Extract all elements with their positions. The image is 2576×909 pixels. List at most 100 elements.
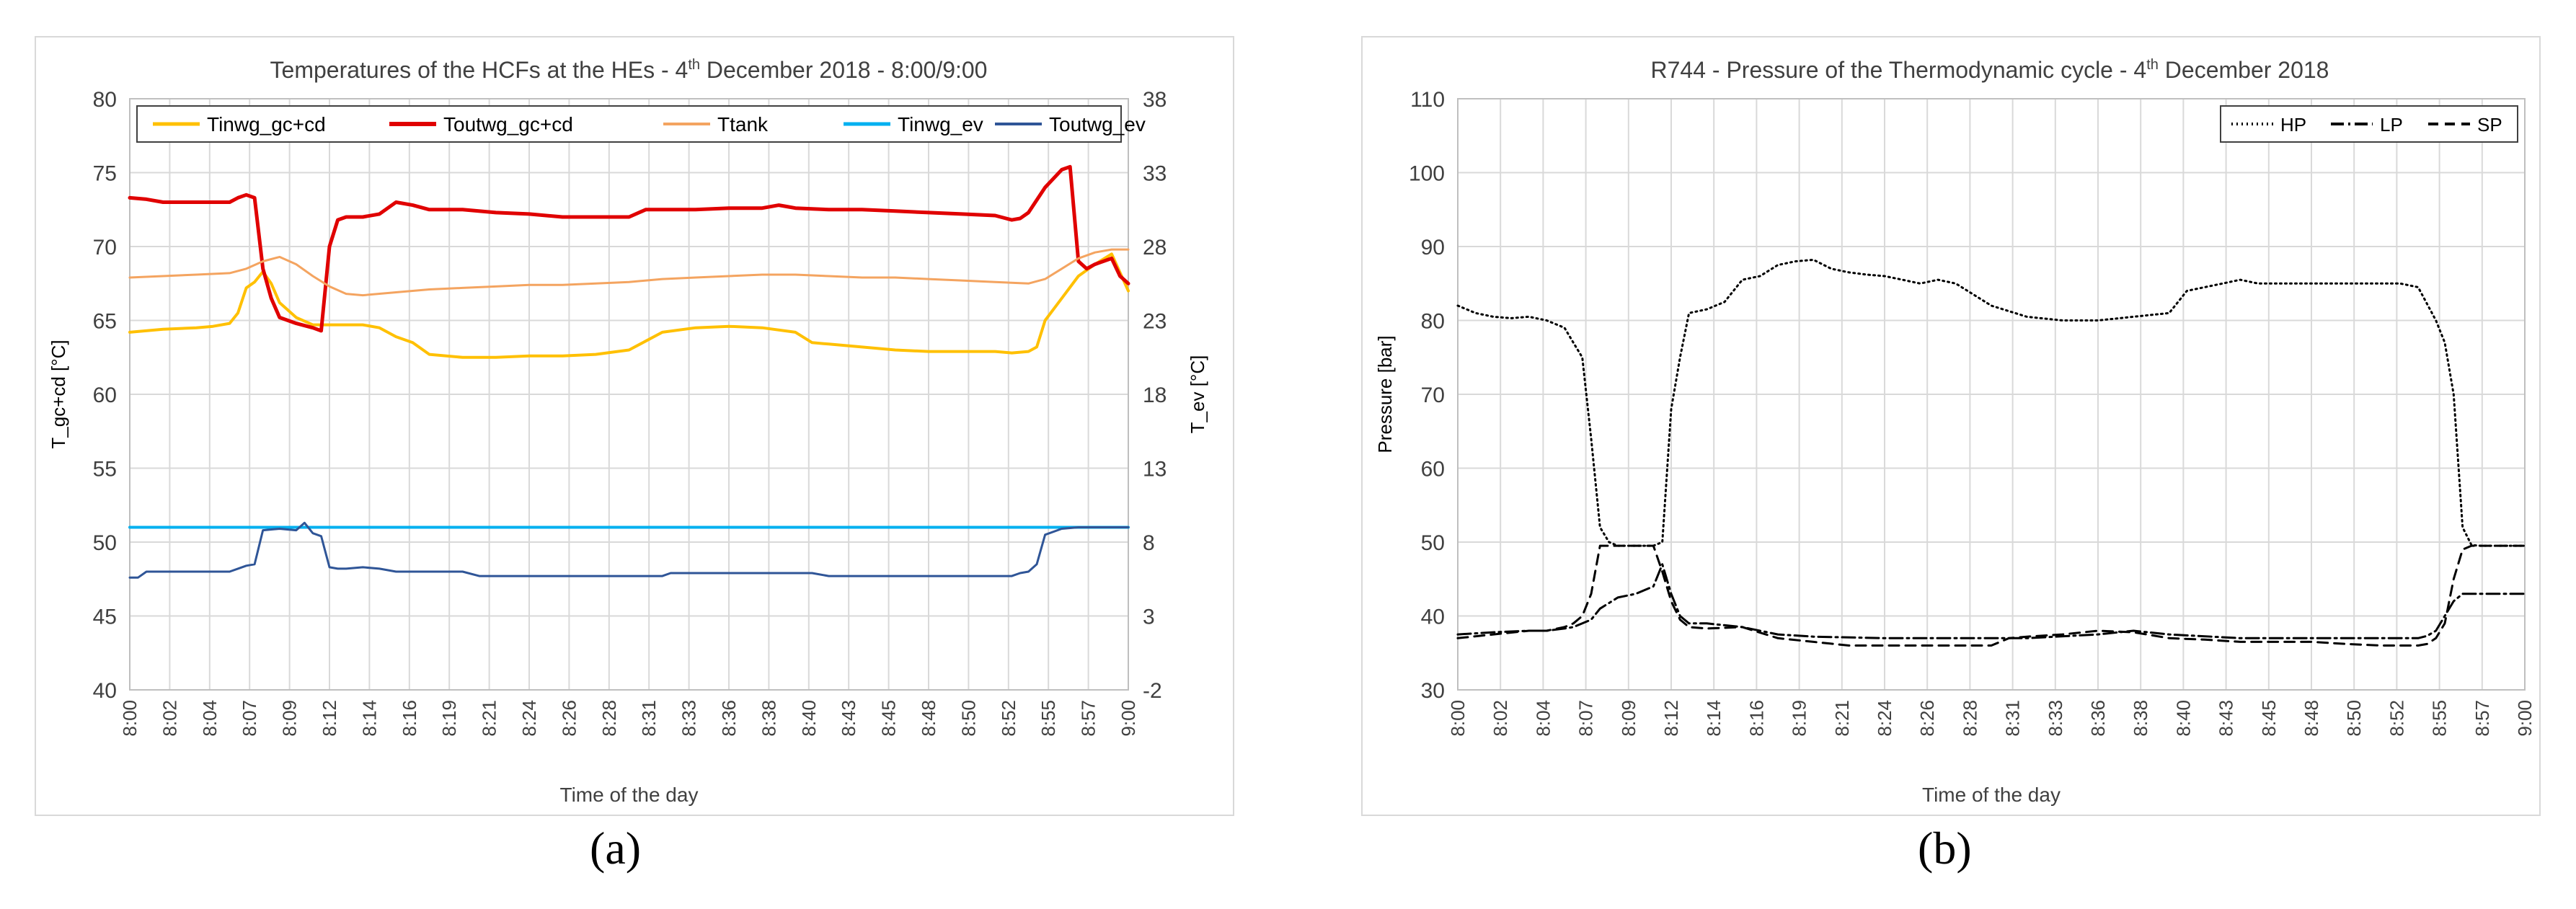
chart-b-xtick-label: 8:43 [2216, 700, 2237, 737]
chart-a-plot-frame [129, 98, 1129, 691]
chart-a-xtick-label: 8:33 [678, 700, 700, 737]
chart-b-xtick-label: 8:40 [2172, 700, 2194, 737]
chart-b-legend-label: SP [2477, 114, 2502, 136]
chart-a-xtick-label: 8:57 [1078, 700, 1099, 737]
chart-a-xtick-label: 9:00 [1117, 700, 1139, 737]
chart-b-xtick-label: 8:21 [1831, 700, 1853, 737]
chart-a-legend-label: Toutwg_gc+cd [443, 113, 573, 136]
chart-a-y2tick-label: 18 [1143, 383, 1167, 407]
chart-a-ytick-label: 70 [93, 236, 117, 260]
chart-a-series-tinwg-gc-cd [128, 252, 1130, 359]
chart-b-xtick-label: 8:12 [1660, 700, 1682, 737]
chart-a-xtick-label: 8:14 [358, 700, 380, 737]
chart-panel-b: R744 - Pressure of the Thermodynamic cyc… [1361, 36, 2541, 816]
chart-a-xtick-label: 8:24 [518, 700, 540, 737]
chart-a-xtick-label: 8:04 [199, 700, 221, 737]
chart-a-ytick-label: 80 [93, 88, 117, 112]
chart-b-ytick-label: 110 [1410, 88, 1445, 112]
chart-b-ytick-label: 100 [1409, 162, 1445, 186]
chart-a-series-ttank [128, 248, 1130, 297]
chart-b-title: R744 - Pressure of the Thermodynamic cyc… [1651, 57, 2329, 83]
chart-a-xtick-label: 8:43 [838, 700, 859, 737]
caption-b: (b) [1918, 822, 1972, 874]
chart-a-xtick-label: 8:28 [598, 700, 620, 737]
caption-a: (a) [590, 822, 642, 874]
chart-a-ytick-label: 40 [93, 679, 117, 703]
chart-a-y2tick-label: 28 [1143, 236, 1167, 260]
chart-panel-a: Temperatures of the HCFs at the HEs - 4t… [35, 36, 1234, 816]
chart-b-xtick-label: 8:33 [2045, 700, 2066, 737]
chart-a-y2tick-label: 13 [1143, 458, 1167, 482]
chart-a-y2tick-label: -2 [1143, 679, 1162, 703]
chart-a-y2tick-label: 8 [1143, 531, 1155, 555]
chart-a-svg: Temperatures of the HCFs at the HEs - 4t… [48, 57, 1208, 806]
chart-a-y2label: T_ev [°C] [1187, 355, 1208, 434]
chart-a-xtick-label: 8:07 [239, 700, 260, 737]
chart-a-y2tick-label: 33 [1143, 162, 1167, 186]
chart-a-ytick-label: 75 [93, 162, 117, 186]
chart-b-xtick-label: 8:09 [1618, 700, 1639, 737]
chart-b-xtick-label: 8:52 [2386, 700, 2407, 737]
chart-b-ytick-label: 30 [1421, 679, 1445, 703]
chart-a-title-end: December 2018 - 8:00/9:00 [700, 57, 987, 83]
chart-b-legend-label: LP [2380, 114, 2403, 136]
chart-a-xtick-label: 8:09 [279, 700, 301, 737]
chart-b-title-main: R744 - Pressure of the Thermodynamic cyc… [1651, 57, 2147, 83]
chart-b-xtick-label: 8:19 [1789, 700, 1810, 737]
chart-a-xtick-label: 8:00 [119, 700, 141, 737]
chart-b-xtick-label: 8:24 [1874, 700, 1895, 737]
chart-a-xtick-label: 8:26 [558, 700, 580, 737]
chart-a-ytick-label: 45 [93, 606, 117, 629]
chart-a-legend-label: Toutwg_ev [1049, 113, 1146, 136]
chart-b-xtick-label: 8:16 [1745, 700, 1767, 737]
chart-b-ytick-label: 70 [1421, 383, 1445, 407]
chart-b-xtick-label: 8:07 [1575, 700, 1597, 737]
chart-a-legend-box [136, 105, 1122, 143]
chart-b-series-hp [1456, 258, 2526, 547]
chart-b-xtick-label: 8:04 [1532, 700, 1554, 737]
chart-a-xtick-label: 8:40 [798, 700, 820, 737]
chart-a-legend-label: Tinwg_ev [898, 113, 983, 136]
chart-b-xtick-label: 8:57 [2471, 700, 2493, 737]
chart-a-xtick-label: 8:52 [998, 700, 1019, 737]
chart-b-plot-frame [1457, 98, 2526, 691]
chart-b-xtick-label: 9:00 [2514, 700, 2536, 737]
chart-b-series-sp [1456, 544, 2526, 647]
chart-b-ytick-label: 80 [1421, 310, 1445, 334]
chart-b-xtick-label: 8:00 [1447, 700, 1469, 737]
chart-b-ytick-label: 60 [1421, 458, 1445, 482]
chart-a-ytick-label: 60 [93, 383, 117, 407]
chart-a-xtick-label: 8:21 [479, 700, 500, 737]
chart-a-ytick-label: 55 [93, 458, 117, 482]
chart-b-ytick-label: 40 [1421, 606, 1445, 629]
chart-a-xtick-label: 8:31 [638, 700, 660, 737]
chart-a-title-main: Temperatures of the HCFs at the HEs - 4 [270, 57, 689, 83]
chart-a-xtick-label: 8:55 [1037, 700, 1059, 737]
chart-a-ytick-label: 50 [93, 531, 117, 555]
chart-a-title-sup: th [688, 57, 700, 73]
chart-b-xtick-label: 8:26 [1916, 700, 1938, 737]
chart-b-title-sup: th [2146, 57, 2159, 73]
chart-b-xtick-label: 8:45 [2258, 700, 2280, 737]
chart-a-y2tick-label: 23 [1143, 310, 1167, 334]
chart-b-xtick-label: 8:38 [2130, 700, 2151, 737]
chart-a-xtick-label: 8:36 [718, 700, 740, 737]
chart-b-xtick-label: 8:28 [1959, 700, 1980, 737]
chart-a-legend-label: Ttank [717, 113, 769, 136]
chart-a-xtick-label: 8:45 [878, 700, 900, 737]
chart-a-title: Temperatures of the HCFs at the HEs - 4t… [270, 57, 988, 83]
chart-a-xtick-label: 8:48 [918, 700, 939, 737]
chart-b-title-end: December 2018 [2159, 57, 2329, 83]
chart-a-xtick-label: 8:16 [399, 700, 420, 737]
chart-b-svg: R744 - Pressure of the Thermodynamic cyc… [1374, 57, 2536, 806]
chart-a-xtick-label: 8:19 [438, 700, 460, 737]
chart-a-series-toutwg-gc-cd [128, 164, 1130, 333]
chart-a-ylabel: T_gc+cd [°C] [48, 340, 69, 448]
chart-b-legend-box [2220, 105, 2518, 143]
chart-b-xtick-label: 8:31 [2002, 700, 2024, 737]
chart-a-xtick-label: 8:50 [957, 700, 979, 737]
chart-b-xtick-label: 8:36 [2087, 700, 2109, 737]
chart-a-ytick-label: 65 [93, 310, 117, 334]
chart-a-xtick-label: 8:38 [758, 700, 779, 737]
chart-b-xtick-label: 8:55 [2429, 700, 2451, 737]
